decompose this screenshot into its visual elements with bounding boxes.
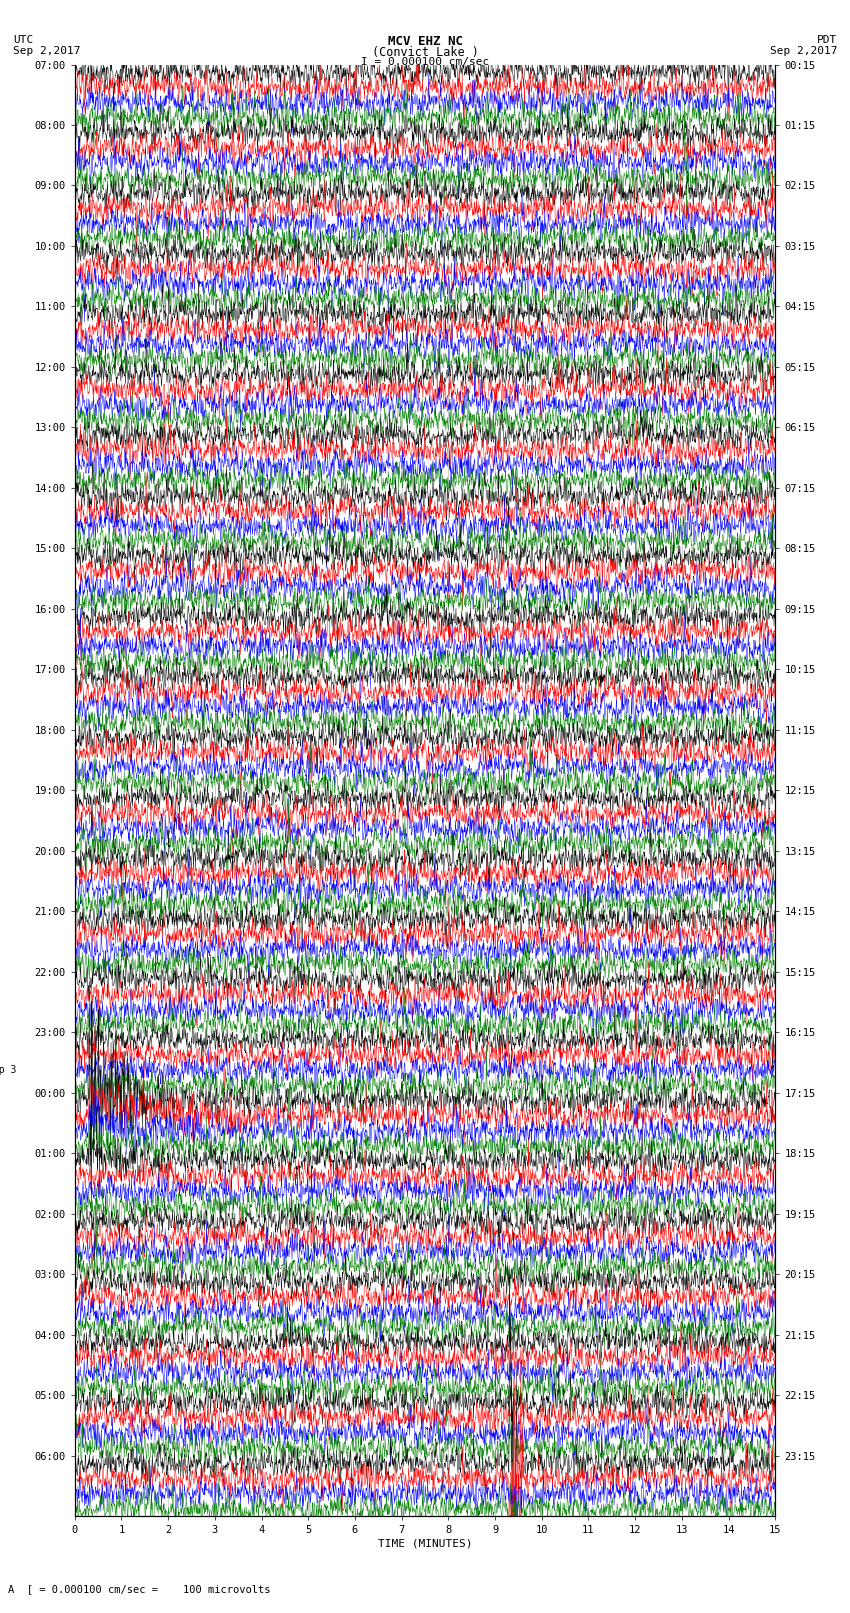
Text: I = 0.000100 cm/sec: I = 0.000100 cm/sec [361, 58, 489, 68]
Text: A  [ = 0.000100 cm/sec =    100 microvolts: A [ = 0.000100 cm/sec = 100 microvolts [8, 1584, 271, 1594]
Text: Sep 2,2017: Sep 2,2017 [13, 45, 80, 56]
Text: (Convict Lake ): (Convict Lake ) [371, 45, 479, 60]
Text: Sep 3: Sep 3 [0, 1065, 17, 1076]
X-axis label: TIME (MINUTES): TIME (MINUTES) [377, 1539, 473, 1548]
Text: Sep 2,2017: Sep 2,2017 [770, 45, 837, 56]
Text: UTC: UTC [13, 35, 33, 45]
Text: MCV EHZ NC: MCV EHZ NC [388, 35, 462, 48]
Text: PDT: PDT [817, 35, 837, 45]
